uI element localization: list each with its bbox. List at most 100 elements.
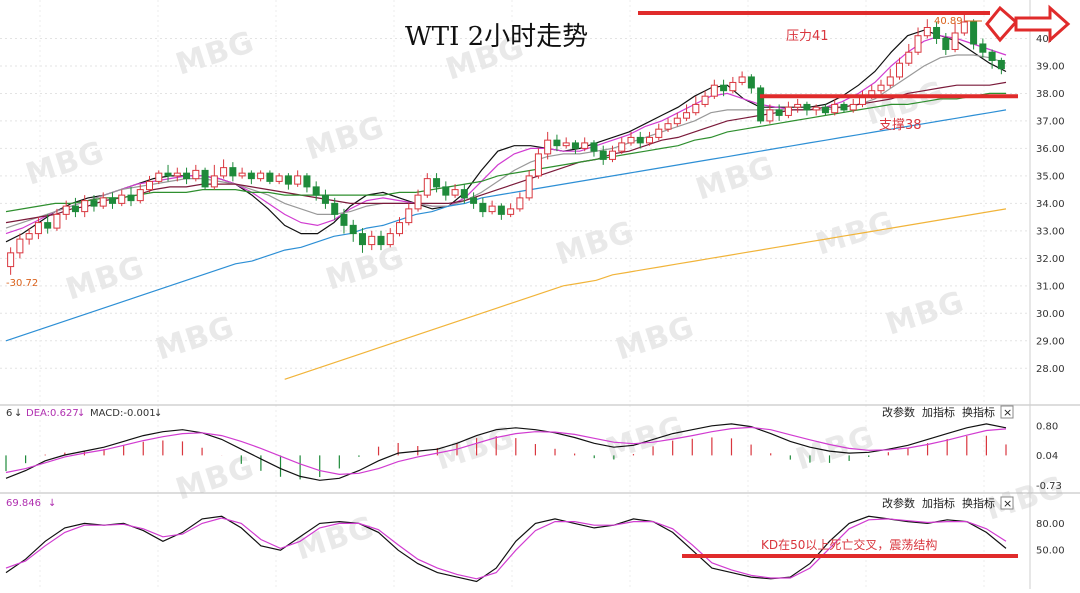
price-tick-label: 40. (1036, 34, 1052, 45)
kd-tick-label: 50.00 (1036, 546, 1065, 557)
kd-k-line (5, 515, 1007, 583)
candle-body (71, 205, 79, 213)
candle-body (618, 142, 626, 152)
candle-body (646, 136, 654, 144)
candle-body (562, 142, 570, 147)
chart-title: WTI 2小时走势 (405, 22, 588, 52)
candle-body (525, 175, 533, 199)
macd-add-indicator-button[interactable]: 加指标 (922, 405, 955, 419)
candle-body (896, 62, 904, 78)
candle-body (460, 189, 468, 199)
macd-close-box[interactable] (1000, 405, 1014, 419)
candle-body (173, 172, 181, 177)
kd-axis: 80.00 50.00 (1036, 519, 1065, 557)
kd-arrow: ↓ (48, 498, 56, 509)
candle-body (803, 103, 811, 111)
candle-body (960, 21, 968, 34)
macd-axis: 0.80 0.04 -0.73 (1036, 421, 1062, 492)
candle-body (942, 37, 950, 50)
price-tick-label: 28.00 (1036, 364, 1065, 375)
candle-body (312, 186, 320, 196)
candle-body (183, 172, 191, 180)
candle-body (433, 178, 441, 188)
price-grid (0, 0, 1030, 589)
candle-body (507, 208, 515, 215)
candle-body (608, 150, 616, 160)
candle-body (729, 81, 737, 92)
candle-body (710, 84, 718, 97)
candle-body (16, 238, 24, 254)
ma-line (284, 208, 1007, 380)
candle-body (396, 222, 404, 235)
macd-period: 6 (6, 408, 12, 419)
kd-close-box[interactable] (1000, 496, 1014, 510)
price-tick-label: 38.00 (1036, 89, 1065, 100)
macd-tick-label: 0.04 (1036, 451, 1058, 462)
candle-body (821, 106, 829, 114)
candle-body (146, 180, 154, 191)
candle-body (321, 194, 329, 204)
candle-body (775, 109, 783, 116)
high-label: 40.89 (934, 16, 963, 27)
candle-body (201, 169, 209, 188)
price-tick-label: 39.00 (1036, 61, 1065, 72)
macd-arrow-1: ↓ (14, 408, 22, 419)
macd-close-icon[interactable]: × (1003, 406, 1012, 419)
candle-body (34, 222, 42, 235)
candle-body (988, 51, 996, 61)
candle-body (81, 200, 89, 213)
macd-swap-indicator-button[interactable]: 换指标 (962, 405, 995, 419)
kd-add-indicator-button[interactable]: 加指标 (922, 496, 955, 510)
candle-body (599, 150, 607, 160)
candle-body (386, 233, 394, 246)
candle-body (155, 172, 163, 182)
candle-body (136, 189, 144, 202)
candle-body (497, 205, 505, 215)
candle-body (590, 142, 598, 152)
candle-body (488, 205, 496, 213)
price-tick-label: 36.00 (1036, 144, 1065, 155)
candle-body (886, 76, 894, 86)
candle-body (414, 194, 422, 210)
candle-body (757, 87, 765, 122)
kd-edit-params-button[interactable]: 改参数 (882, 496, 915, 510)
candlesticks (7, 14, 1005, 275)
macd-arrow-3: ↓ (154, 408, 162, 419)
candle-body (979, 43, 987, 53)
candle-body (7, 252, 15, 268)
price-tick-label: 37.00 (1036, 116, 1065, 127)
macd-value: MACD:-0.001 (90, 408, 156, 419)
candle-body (266, 172, 274, 182)
price-tick-label: 33.00 (1036, 226, 1065, 237)
candle-body (108, 197, 116, 204)
candle-body (905, 51, 913, 64)
candle-body (118, 194, 126, 204)
candle-body (655, 128, 663, 138)
kd-swap-indicator-button[interactable]: 换指标 (962, 496, 995, 510)
candle-body (238, 172, 246, 177)
candle-body (849, 103, 857, 111)
candle-body (683, 112, 691, 119)
candle-body (257, 172, 265, 180)
candle-body (970, 21, 978, 45)
candle-body (784, 106, 792, 116)
candle-body (127, 194, 135, 202)
candle-body (340, 213, 348, 226)
candle-body (164, 172, 172, 177)
candle-body (747, 76, 755, 89)
kd-value: 69.846 (6, 498, 41, 509)
candle-body (692, 103, 700, 114)
candle-body (914, 35, 922, 53)
candle-body (294, 175, 302, 185)
candle-body (794, 103, 802, 108)
candle-body (479, 202, 487, 213)
kd-tick-label: 80.00 (1036, 519, 1065, 530)
price-tick-label: 32.00 (1036, 254, 1065, 265)
candle-body (377, 235, 385, 246)
candle-body (951, 32, 959, 50)
macd-panel (5, 423, 1007, 481)
kd-close-icon[interactable]: × (1003, 497, 1012, 510)
candle-body (25, 233, 33, 240)
macd-tick-label: 0.80 (1036, 421, 1058, 432)
macd-edit-params-button[interactable]: 改参数 (882, 405, 915, 419)
